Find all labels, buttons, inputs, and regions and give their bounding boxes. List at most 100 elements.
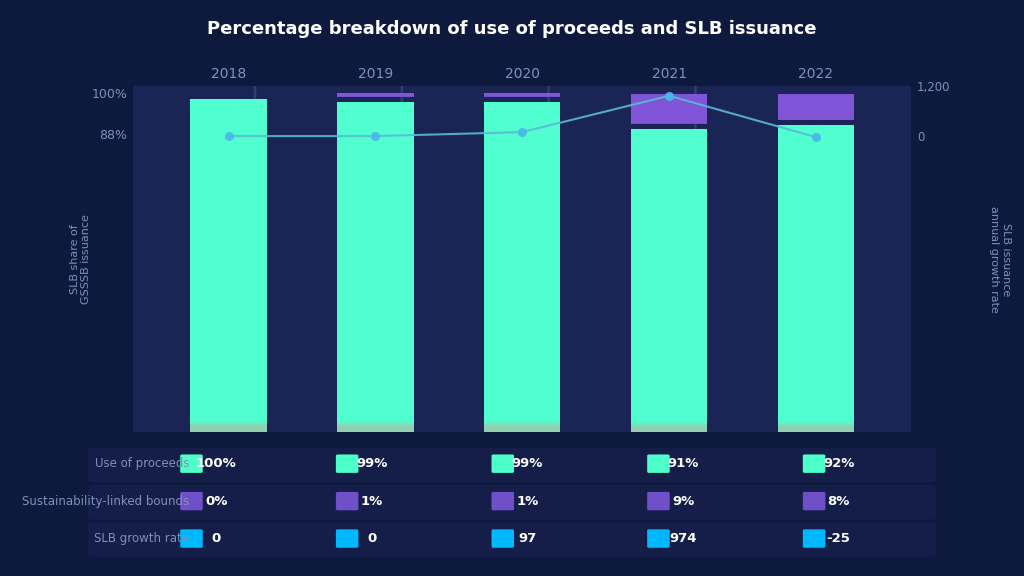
Bar: [190, 325, 266, 425]
Bar: [778, 119, 854, 120]
Bar: [631, 115, 708, 123]
Bar: [484, 219, 560, 423]
Bar: [484, 253, 560, 423]
Bar: [484, 95, 560, 97]
Bar: [337, 259, 414, 423]
Bar: [631, 263, 708, 424]
Bar: [337, 203, 414, 423]
Bar: [337, 95, 414, 96]
Text: 2019: 2019: [357, 67, 393, 81]
Bar: [778, 101, 854, 119]
Bar: [337, 399, 414, 426]
Text: 1%: 1%: [516, 495, 539, 507]
Bar: [631, 319, 708, 425]
Bar: [631, 422, 708, 427]
Bar: [631, 144, 708, 422]
Bar: [337, 275, 414, 424]
Bar: [337, 96, 414, 97]
Bar: [778, 112, 854, 120]
Bar: [190, 104, 266, 421]
Bar: [484, 93, 560, 96]
Bar: [484, 259, 560, 423]
Bar: [631, 309, 708, 425]
Text: 974: 974: [670, 532, 696, 545]
Bar: [484, 94, 560, 96]
Bar: [484, 175, 560, 422]
Bar: [778, 224, 854, 423]
Bar: [778, 359, 854, 426]
Bar: [484, 231, 560, 423]
Bar: [631, 272, 708, 424]
Bar: [778, 107, 854, 120]
Text: 0: 0: [211, 532, 221, 545]
Bar: [337, 94, 414, 96]
Bar: [337, 169, 414, 422]
Bar: [484, 93, 560, 96]
Bar: [631, 115, 708, 123]
Bar: [778, 427, 854, 432]
Bar: [337, 94, 414, 96]
Bar: [631, 95, 708, 123]
Bar: [631, 350, 708, 426]
Bar: [778, 286, 854, 425]
Bar: [631, 237, 708, 423]
Bar: [337, 119, 414, 421]
Bar: [337, 94, 414, 96]
Bar: [778, 162, 854, 422]
Bar: [631, 113, 708, 123]
Bar: [631, 278, 708, 425]
Bar: [631, 129, 708, 422]
Bar: [337, 410, 414, 426]
Bar: [337, 95, 414, 97]
Bar: [190, 138, 266, 422]
Bar: [778, 214, 854, 423]
Bar: [337, 192, 414, 422]
Bar: [484, 94, 560, 96]
Bar: [484, 197, 560, 423]
Bar: [778, 107, 854, 120]
Bar: [484, 94, 560, 96]
Bar: [484, 326, 560, 425]
Bar: [778, 141, 854, 422]
Bar: [337, 219, 414, 423]
Bar: [631, 106, 708, 123]
Bar: [337, 331, 414, 425]
Bar: [631, 206, 708, 423]
Bar: [190, 359, 266, 425]
Bar: [631, 288, 708, 425]
Bar: [484, 309, 560, 425]
Bar: [337, 214, 414, 423]
Bar: [337, 298, 414, 424]
Bar: [778, 108, 854, 120]
Bar: [484, 275, 560, 424]
Bar: [484, 94, 560, 96]
Bar: [778, 118, 854, 120]
Bar: [337, 304, 414, 425]
Bar: [631, 99, 708, 123]
Bar: [631, 107, 708, 123]
Bar: [778, 260, 854, 424]
Bar: [778, 281, 854, 425]
Bar: [484, 158, 560, 422]
Bar: [484, 94, 560, 96]
Bar: [337, 94, 414, 96]
Bar: [778, 99, 854, 119]
Bar: [631, 386, 708, 426]
Bar: [190, 144, 266, 422]
Bar: [778, 375, 854, 426]
Bar: [337, 326, 414, 425]
Bar: [631, 103, 708, 123]
Bar: [190, 229, 266, 423]
Bar: [631, 101, 708, 123]
Bar: [190, 364, 266, 425]
Bar: [778, 116, 854, 120]
Bar: [778, 103, 854, 120]
Bar: [778, 203, 854, 423]
Bar: [190, 308, 266, 425]
Bar: [484, 95, 560, 97]
Bar: [778, 126, 854, 422]
Bar: [484, 169, 560, 422]
Bar: [190, 200, 266, 422]
Bar: [337, 426, 414, 432]
Bar: [190, 347, 266, 425]
